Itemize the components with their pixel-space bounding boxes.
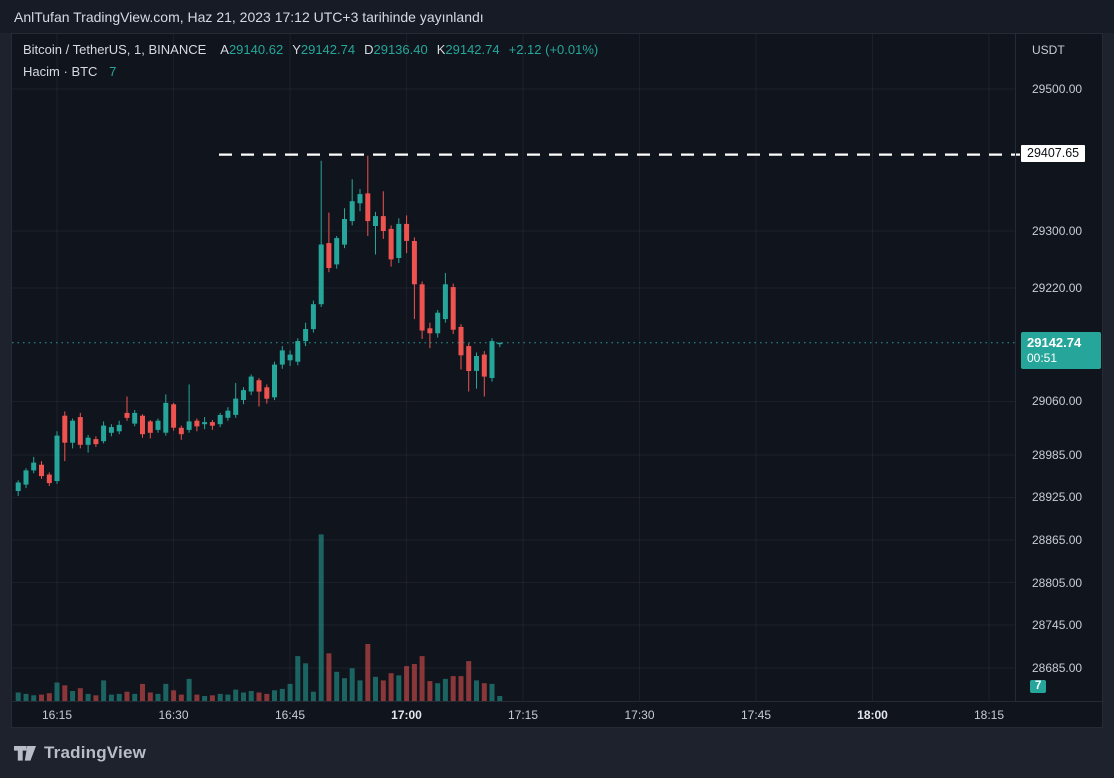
indicator-separator: ·	[63, 64, 68, 79]
ohlc-open: A29140.62	[220, 42, 284, 57]
time-tick-label: 16:30	[158, 708, 189, 722]
price-change: +2.12 (+0.01%)	[508, 42, 599, 57]
ohlc-low: D29136.40	[364, 42, 428, 57]
legend-indicator-row[interactable]: Hacim · BTC 7	[23, 64, 598, 79]
time-tick-label: 18:00	[857, 708, 888, 722]
ohlc-close: K29142.74	[436, 42, 500, 57]
chart-legend: Bitcoin / TetherUS, 1, BINANCE A29140.62 Y…	[23, 42, 598, 79]
footer-bar: TradingView	[0, 728, 1114, 778]
chart-widget: Bitcoin / TetherUS, 1, BINANCE A29140.62 Y…	[11, 33, 1104, 729]
price-tick-label: 28985.00	[1032, 448, 1083, 462]
time-tick-label: 18:15	[973, 708, 1005, 722]
axis-currency-label: USDT	[1032, 43, 1065, 57]
price-tick-label: 29220.00	[1032, 281, 1083, 295]
time-tick-label: 17:15	[507, 708, 539, 722]
symbol-title[interactable]: Bitcoin / TetherUS, 1, BINANCE	[23, 42, 207, 57]
ohlc-high: Y29142.74	[292, 42, 356, 57]
price-tick-label: 29500.00	[1032, 82, 1083, 96]
price-tick-label: 29060.00	[1032, 394, 1083, 408]
time-tick-label: 16:45	[274, 708, 306, 722]
indicator-symbol: BTC	[71, 64, 98, 79]
price-tick-label: 28925.00	[1032, 490, 1083, 504]
candlestick-chart[interactable]	[12, 34, 1104, 729]
time-axis[interactable]: 16:15 16:30 16:45 17:00 17:15 17:30 17:45 18:00…	[12, 701, 1104, 729]
current-price-value: 29142.74	[1027, 335, 1082, 350]
tradingview-logo-text[interactable]: TradingView	[44, 743, 147, 762]
volume-tag: 7	[1030, 680, 1047, 693]
time-tick-label: 16:15	[41, 708, 73, 722]
publish-header: AnlTufan TradingView.com, Haz 21, 2023 1…	[0, 0, 1114, 33]
price-tick-label: 28805.00	[1032, 576, 1083, 590]
indicator-name: Hacim	[23, 64, 60, 79]
legend-symbol-row: Bitcoin / TetherUS, 1, BINANCE A29140.62 Y…	[23, 42, 598, 57]
tradingview-logo-icon[interactable]	[14, 745, 37, 761]
indicator-value: 7	[109, 64, 117, 79]
price-tick-label: 28745.00	[1032, 618, 1083, 632]
current-price-tag: 29142.74 00:51	[1021, 332, 1101, 369]
high-price-tag: 29407.65	[1021, 145, 1086, 162]
time-tick-label: 17:00	[391, 708, 422, 722]
price-tick-label: 28685.00	[1032, 661, 1083, 675]
publish-header-text: AnlTufan TradingView.com, Haz 21, 2023 1…	[14, 8, 484, 25]
time-tick-label: 17:30	[624, 708, 655, 722]
price-axis[interactable]: USDT 29500.00 29300.00 29220.00 29060.00 289…	[1015, 34, 1103, 701]
bar-countdown: 00:51	[1027, 351, 1058, 365]
price-tick-label: 28865.00	[1032, 533, 1083, 547]
time-tick-label: 17:45	[740, 708, 772, 722]
price-tick-label: 29300.00	[1032, 224, 1083, 238]
